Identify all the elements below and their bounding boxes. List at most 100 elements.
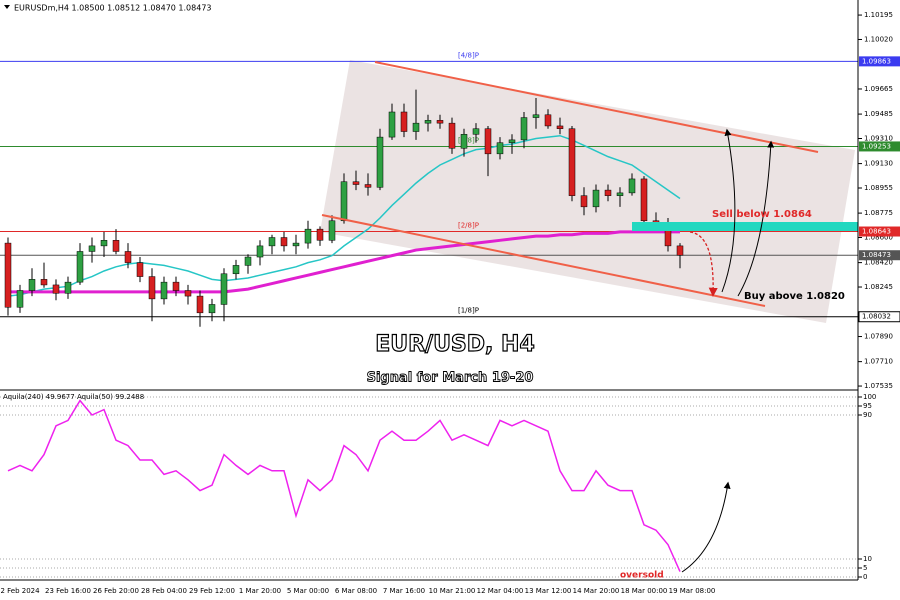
chart-subtitle: Signal for March 19-20 xyxy=(367,371,534,386)
y-tick-label: 1.09130 xyxy=(864,160,893,168)
buy-annotation: Buy above 1.0820 xyxy=(744,291,845,302)
candle-body xyxy=(196,295,204,314)
candle-body xyxy=(616,192,624,196)
x-tick-label: 6 Mar 08:00 xyxy=(335,587,377,595)
candle-body xyxy=(580,195,588,208)
x-tick-label: 23 Feb 16:00 xyxy=(45,587,91,595)
plot: 1.10195 1.10020 1.09665 1.09485 1.09310 1.091… xyxy=(0,11,900,595)
level-name: [4/8]P xyxy=(458,51,479,59)
y-tick-label: 1.07710 xyxy=(864,358,893,366)
candle-body xyxy=(112,240,120,252)
candle-body xyxy=(484,128,492,155)
chart-header: EURUSDm,H4 1.08500 1.08512 1.08470 1.084… xyxy=(14,4,212,13)
y-tick-label: 1.08600 xyxy=(864,234,893,242)
candle-body xyxy=(220,273,228,305)
price-tag xyxy=(859,226,900,237)
level-name: [1/8]P xyxy=(458,307,479,315)
x-tick-label: 19 Mar 08:00 xyxy=(669,587,716,595)
y-tick-label: 0 xyxy=(863,573,867,581)
candle-body xyxy=(268,237,276,247)
candle-body xyxy=(556,125,564,129)
y-tick-label: 10 xyxy=(863,555,872,563)
y-tick-label: 1.09310 xyxy=(864,134,893,142)
arrow-up xyxy=(681,481,731,573)
y-tick-label: 95 xyxy=(863,402,872,410)
price-tag-label: 1.08032 xyxy=(862,313,891,321)
sell-zone xyxy=(632,222,858,231)
x-tick-label: 26 Feb 20:00 xyxy=(93,587,139,595)
oversold-annotation: oversold xyxy=(620,571,664,581)
y-tick-label: 1.09485 xyxy=(864,110,893,118)
candle-body xyxy=(244,256,252,266)
candle-body xyxy=(388,111,396,138)
y-tick-label: 1.07535 xyxy=(864,382,893,390)
candle-body xyxy=(496,142,504,155)
price-tag xyxy=(859,141,900,152)
candle-body xyxy=(340,181,348,222)
level-name: [3/8]P xyxy=(458,136,479,144)
x-tick-label: 1 Mar 20:00 xyxy=(239,587,281,595)
channel-lower xyxy=(321,214,766,307)
candle-body xyxy=(544,114,552,127)
candle-body xyxy=(232,265,240,275)
y-tick-label: 5 xyxy=(863,564,867,572)
y-tick-label: 90 xyxy=(863,411,872,419)
candle-body xyxy=(16,290,24,308)
candle-body xyxy=(40,279,48,286)
level-name: [2/8]P xyxy=(458,222,479,230)
candle-body xyxy=(208,304,216,314)
x-tick-label: 18 Mar 00:00 xyxy=(621,587,668,595)
candle-body xyxy=(472,128,480,135)
y-tick-label: 1.07890 xyxy=(864,333,893,341)
price-tag-label: 1.08643 xyxy=(862,228,891,236)
y-tick-label: 1.08775 xyxy=(864,209,893,217)
price-tag xyxy=(859,56,900,67)
candle-body xyxy=(316,228,324,241)
x-tick-label: 28 Feb 04:00 xyxy=(141,587,187,595)
price-tag-label: 1.09253 xyxy=(862,142,891,150)
candle-body xyxy=(424,120,432,124)
candle-body xyxy=(460,134,468,149)
candle-body xyxy=(76,251,84,283)
indicator-header: Aquila(240) 49.9677 Aquila(50) 99.2488 xyxy=(3,393,144,401)
x-tick-label: 13 Mar 12:00 xyxy=(525,587,572,595)
candle-body xyxy=(592,189,600,208)
candle-body xyxy=(520,117,528,141)
x-tick-label: 7 Mar 16:00 xyxy=(383,587,425,595)
layout: EURUSDm,H4 1.08500 1.08512 1.08470 1.084… xyxy=(0,0,859,581)
x-tick-label: 10 Mar 21:00 xyxy=(429,587,476,595)
moving-average xyxy=(8,230,680,294)
sell-annotation: Sell below 1.0864 xyxy=(712,209,812,220)
candle-body xyxy=(52,284,60,294)
y-tick-label: 1.08955 xyxy=(864,184,893,192)
y-tick-label: 100 xyxy=(863,393,876,401)
x-tick-label: 2 Feb 2024 xyxy=(0,587,40,595)
candle-body xyxy=(676,245,684,256)
candle-body xyxy=(436,120,444,124)
candle-body xyxy=(184,290,192,297)
candle-body xyxy=(172,281,180,291)
candle-body xyxy=(4,242,12,308)
candle-body xyxy=(124,251,132,263)
candle-body xyxy=(160,281,168,300)
candle-body xyxy=(532,114,540,118)
candle-body xyxy=(352,181,360,185)
candle-body xyxy=(304,228,312,244)
x-tick-label: 12 Mar 04:00 xyxy=(477,587,524,595)
candle-body xyxy=(100,240,108,247)
y-tick-label: 1.08420 xyxy=(864,259,893,267)
price-tag xyxy=(858,311,900,323)
y-tick-label: 1.08245 xyxy=(864,283,893,291)
candle-body xyxy=(328,220,336,241)
candle-body xyxy=(568,128,576,196)
x-tick-label: 5 Mar 00:00 xyxy=(287,587,329,595)
candle-body xyxy=(604,189,612,196)
candle-body xyxy=(292,242,300,247)
price-tag-label: 1.09863 xyxy=(862,57,891,65)
candle-body xyxy=(136,262,144,277)
candle-body xyxy=(412,122,420,132)
indicator-line xyxy=(7,399,681,572)
y-tick-label: 1.09665 xyxy=(864,85,893,93)
chart-title: EUR/USD, H4 xyxy=(375,332,535,357)
